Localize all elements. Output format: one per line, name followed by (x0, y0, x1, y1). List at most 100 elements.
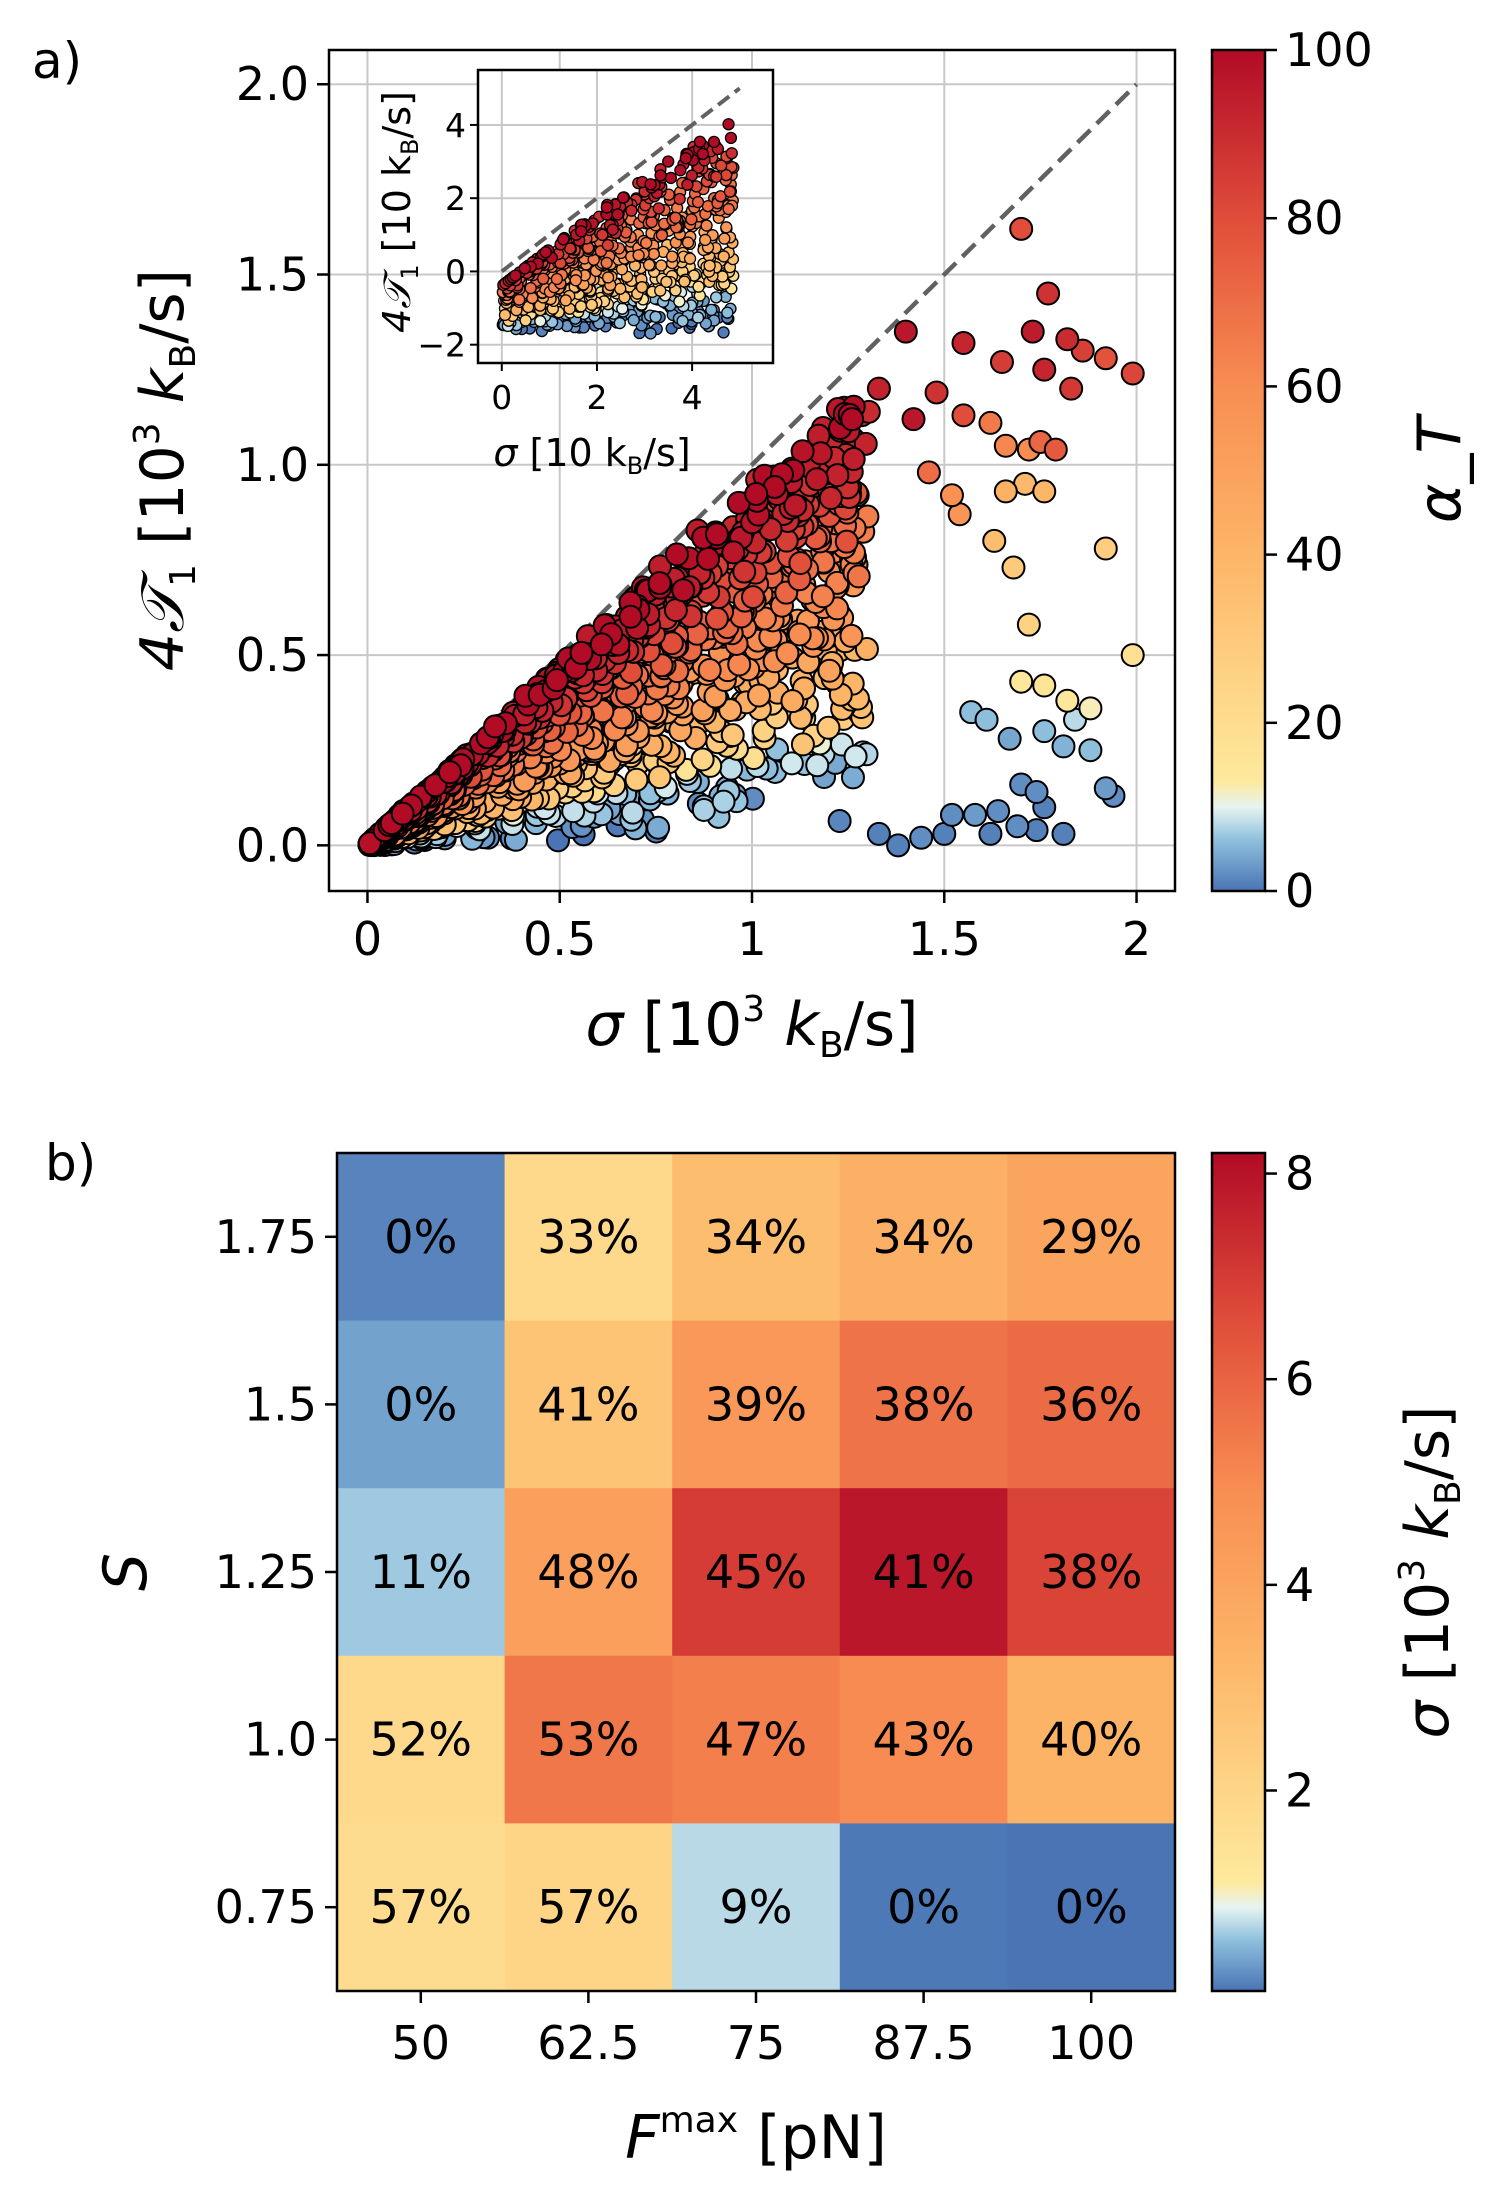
colorbar-alpha-tick-label: 80 (1285, 191, 1344, 245)
heatmap-cell (337, 1320, 506, 1489)
inset-point (664, 171, 678, 185)
scatter-point (696, 546, 721, 571)
panel-b-label: b) (45, 1134, 96, 1192)
scatter-point (664, 542, 689, 567)
scatter-point (901, 407, 926, 432)
inset-y-ticks: −2 0 2 4 (417, 106, 478, 365)
scatter-point (1051, 734, 1076, 759)
heatmap-cell (839, 1153, 1008, 1322)
y-tick-label: 1.0 (236, 438, 309, 492)
inset-point (665, 250, 679, 263)
scatter-point (390, 801, 415, 826)
heatmap-cell-label: 39% (705, 1377, 807, 1431)
inset-point (534, 314, 547, 328)
colorbar-sigma-tick-label: 6 (1285, 1352, 1314, 1406)
scatter-points (357, 216, 1145, 858)
inset-point (685, 213, 698, 226)
heatmap-cell (337, 1655, 506, 1824)
scatter-point (780, 689, 805, 714)
scatter-point (671, 578, 696, 603)
scatter-point (993, 433, 1018, 458)
x-tick-label-b: 50 (392, 2016, 451, 2070)
scatter-point (1032, 719, 1057, 744)
colorbar-alpha-tick-label: 20 (1285, 696, 1344, 750)
heatmap-cell (337, 1823, 506, 1992)
colorbar-sigma-tick-label: 8 (1285, 1147, 1314, 1201)
inset-point (717, 250, 730, 263)
scatter-point (974, 707, 999, 732)
heatmap-cell-label: 29% (1040, 1210, 1142, 1264)
inset-point (644, 178, 657, 191)
inset-point (703, 259, 716, 272)
scatter-point (779, 751, 804, 776)
inset-point (669, 211, 682, 224)
scatter-point (839, 623, 864, 648)
inset-point (699, 233, 712, 247)
colorbar-sigma-tick-label: 4 (1285, 1558, 1314, 1612)
inset-point (714, 159, 728, 172)
scatter-point (834, 529, 859, 554)
inset-point (681, 178, 694, 191)
x-tick-label: 0.5 (523, 912, 596, 966)
scatter-point (804, 467, 829, 492)
colorbar-alpha-tick-label: 100 (1285, 23, 1373, 77)
heatmap-cell-label: 38% (872, 1377, 974, 1431)
scatter-point (721, 540, 746, 565)
scatter-point (788, 551, 813, 576)
inset-point (654, 284, 667, 297)
scatter-point (727, 652, 752, 677)
scatter-point (951, 331, 976, 356)
inset-point (681, 236, 695, 249)
inset-frame (476, 68, 775, 365)
scatter-point (1093, 346, 1118, 371)
inset-point (509, 269, 522, 282)
panel-a-label: a) (32, 32, 82, 90)
heatmap-cell (337, 1153, 506, 1322)
scatter-point (620, 800, 645, 825)
colorbar-sigma-gradient (1210, 1151, 1267, 1993)
inset-point (655, 259, 668, 272)
scatter-point (357, 831, 382, 856)
inset-point (596, 228, 609, 242)
heatmap-cell (839, 1655, 1008, 1824)
inset-point (683, 252, 697, 265)
heatmap-cell (839, 1320, 1008, 1489)
heatmap-cell-label: 0% (887, 1880, 960, 1934)
inset-points (496, 118, 740, 340)
inset-point (654, 169, 667, 182)
scatter-point (704, 522, 729, 547)
inset-point (585, 298, 598, 311)
heatmap-cell-label: 53% (537, 1713, 639, 1767)
scatter-point (986, 799, 1011, 824)
scatter-point (569, 640, 594, 665)
inset-point (673, 192, 686, 206)
scatter-point (805, 753, 830, 778)
x-axis-label-b: Fmax [pN] (625, 2100, 887, 2173)
inset-point (725, 147, 738, 160)
inset-x-axis-label: σ [10 kB/s] (493, 431, 690, 480)
scatter-point (711, 789, 736, 814)
inset-point (662, 155, 675, 168)
inset-point (718, 232, 731, 245)
scatter-point (827, 809, 852, 834)
inset-point (550, 272, 564, 286)
scatter-point (1032, 673, 1057, 698)
inset-point (673, 295, 686, 308)
scatter-point (1120, 643, 1145, 668)
scatter-point (1024, 818, 1049, 843)
x-axis-label-a: σ [103 kB/s] (585, 989, 918, 1066)
inset-point (691, 195, 705, 209)
scatter-point (720, 723, 745, 748)
inset-point (574, 300, 588, 313)
colorbar-alpha-tick-label: 0 (1285, 864, 1314, 918)
heatmap-cell (504, 1488, 673, 1657)
scatter-point (691, 797, 716, 822)
inset-point (574, 225, 588, 238)
scatter-point (1024, 780, 1049, 805)
inset-point (652, 202, 665, 215)
scatter-point (647, 571, 672, 596)
heatmap-cell-label: 34% (705, 1210, 807, 1264)
scatter-point (790, 439, 815, 464)
y-tick-label-b: 1.0 (244, 1713, 317, 1767)
inset-point (722, 118, 735, 131)
